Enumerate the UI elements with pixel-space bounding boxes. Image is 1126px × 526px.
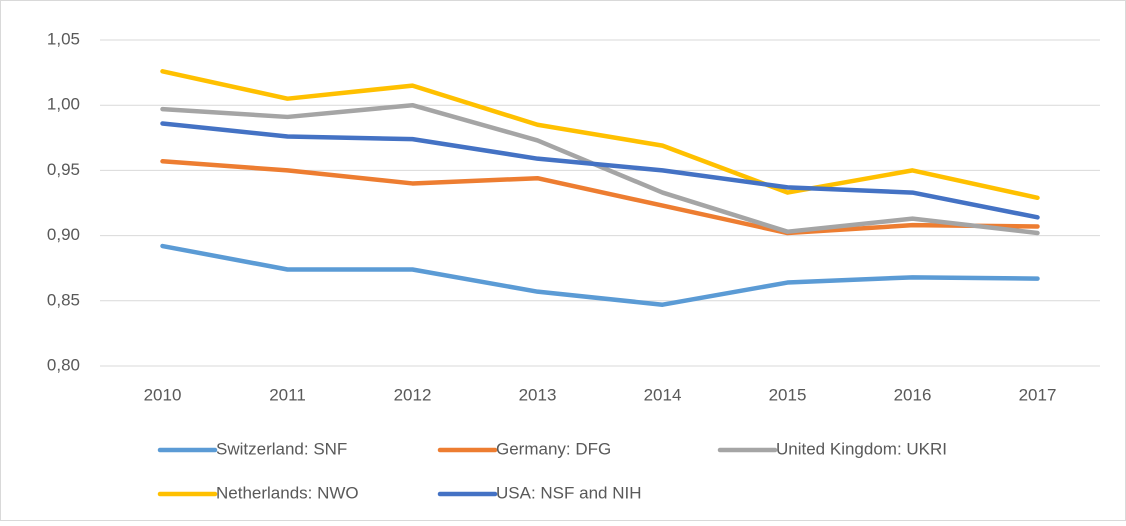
y-tick-label: 0,90 <box>47 225 80 244</box>
y-tick-label: 0,80 <box>47 355 80 374</box>
x-tick-label: 2016 <box>894 385 932 404</box>
x-tick-label: 2012 <box>394 385 432 404</box>
series-line <box>160 121 1040 220</box>
series-line <box>160 69 1040 201</box>
series-line <box>160 159 1040 236</box>
legend-label: Germany: DFG <box>496 439 611 458</box>
legend-label: Netherlands: NWO <box>216 483 359 502</box>
legend-label: United Kingdom: UKRI <box>776 439 947 458</box>
x-tick-label: 2011 <box>269 385 306 404</box>
x-tick-label: 2017 <box>1019 385 1057 404</box>
x-tick-label: 2015 <box>769 385 807 404</box>
y-tick-label: 0,85 <box>47 290 80 309</box>
x-tick-label: 2013 <box>519 385 557 404</box>
x-tick-label: 2014 <box>644 385 682 404</box>
legend-label: USA: NSF and NIH <box>496 483 642 502</box>
y-tick-label: 1,00 <box>47 95 80 114</box>
y-tick-label: 1,05 <box>47 29 80 48</box>
y-tick-label: 0,95 <box>47 160 80 179</box>
legend-label: Switzerland: SNF <box>216 439 347 458</box>
x-tick-label: 2010 <box>144 385 182 404</box>
series-line <box>160 243 1040 307</box>
